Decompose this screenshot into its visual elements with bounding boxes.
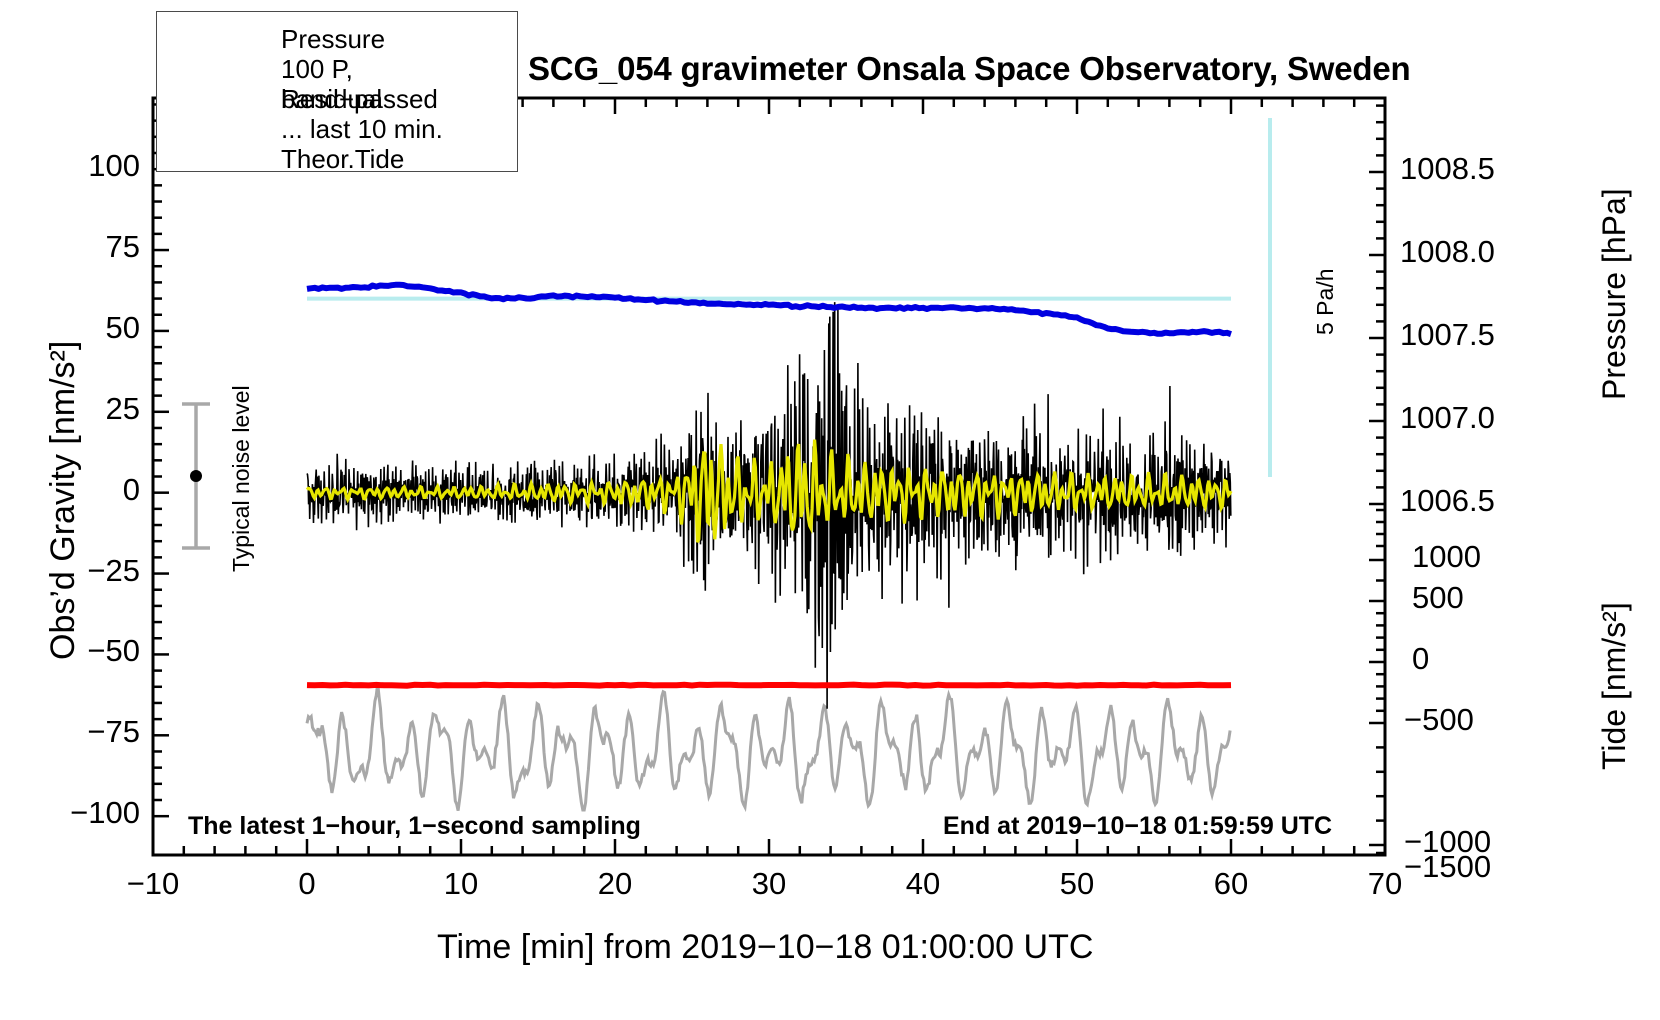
pressure-trace: [306, 281, 1232, 337]
typical-noise-level-errorbar: [182, 402, 210, 550]
legend-item-residual[interactable]: Residual: [171, 84, 501, 118]
pressure-tick-label: 1006.5: [1400, 483, 1495, 518]
x-tick-label: −10: [126, 866, 180, 901]
last10min-trace: [305, 683, 1232, 813]
tide-tick-label: −1000: [1404, 824, 1492, 859]
tide-tick-label: 500: [1412, 580, 1464, 615]
x-tick-label: 0: [298, 866, 316, 901]
y-tick-label: 50: [105, 309, 140, 345]
y-axis-ticks-right: [1369, 104, 1385, 855]
x-tick-label: 60: [1213, 866, 1249, 901]
y-axis-left-title: Obs’d Gravity [nm/s²]: [44, 340, 82, 660]
x-tick-label: 20: [597, 866, 633, 901]
footer-left-annotation: The latest 1−hour, 1−second sampling: [188, 812, 641, 840]
pressure-tick-label: 1007.0: [1400, 400, 1495, 435]
x-tick-label: 30: [751, 866, 787, 901]
footer-right-annotation: End at 2019−10−18 01:59:59 UTC: [943, 812, 1333, 840]
legend-label: ... last 10 min.: [281, 114, 443, 144]
y-tick-label: 25: [105, 390, 140, 426]
chart-title: SCG_054 gravimeter Onsala Space Observat…: [528, 50, 1411, 87]
tide-tick-label: −1500: [1404, 849, 1492, 884]
legend-label: 100 P, band−passed: [281, 54, 438, 114]
typical-noise-level-label: Typical noise level: [228, 385, 254, 572]
x-tick-label: 10: [443, 866, 479, 901]
y-tick-label: 75: [105, 229, 140, 265]
pressure-tick-label: 1008.0: [1400, 234, 1495, 269]
x-tick-label: 40: [905, 866, 941, 901]
y-axis-tide-title: Tide [nm/s²]: [1596, 602, 1632, 770]
y-tick-label: −75: [87, 714, 140, 750]
y-tick-label: −25: [87, 552, 140, 588]
legend-item-theor-tide[interactable]: Theor.Tide: [171, 144, 501, 178]
x-tick-label: 70: [1367, 866, 1403, 901]
smoothed-residual-trace: [305, 439, 1233, 543]
legend-item-last10min[interactable]: ... last 10 min.: [171, 114, 501, 148]
y-axis-ticks-left: [153, 103, 169, 818]
legend-item-bandpassed[interactable]: 100 P, band−passed: [171, 54, 501, 114]
pressure-scale-label: 5 Pa/h: [1312, 268, 1338, 336]
y-tick-label: 0: [122, 471, 140, 507]
tide-tick-label: 0: [1412, 641, 1430, 676]
y-tick-label: 100: [88, 148, 140, 184]
legend-item-pressure[interactable]: Pressure: [171, 24, 501, 58]
y-tick-label: −100: [70, 795, 140, 831]
legend-label: Theor.Tide: [281, 144, 405, 174]
legend-label: Residual: [281, 84, 383, 114]
pressure-tick-label: 1007.5: [1400, 317, 1495, 352]
y-axis-pressure-title: Pressure [hPa]: [1596, 188, 1632, 400]
pressure-tick-label: 1008.5: [1400, 151, 1495, 186]
tide-tick-label: 1000: [1412, 539, 1481, 574]
theor-tide-trace: [306, 681, 1232, 689]
x-axis-title: Time [min] from 2019−10−18 01:00:00 UTC: [437, 928, 1094, 966]
legend: Pressure 100 P, band−passed Residual ...…: [156, 11, 518, 174]
tide-tick-label: −500: [1404, 702, 1474, 737]
legend-label: Pressure: [281, 24, 386, 54]
x-tick-label: 50: [1059, 866, 1095, 901]
y-tick-label: −50: [87, 633, 140, 669]
